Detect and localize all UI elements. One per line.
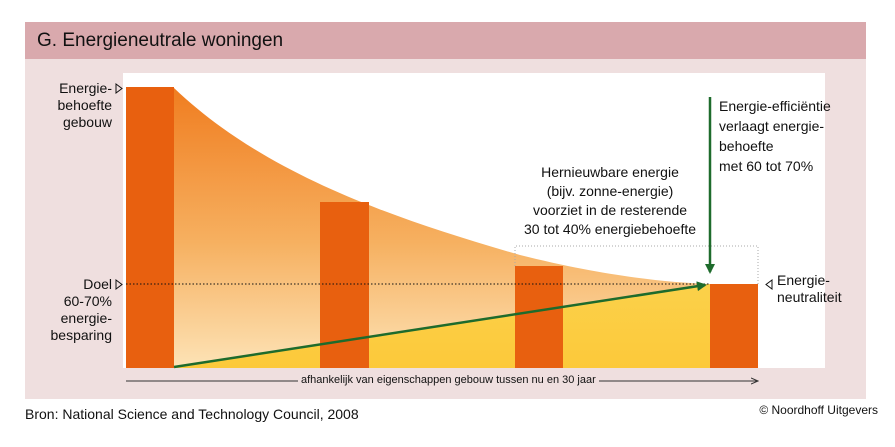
copyright-note: © Noordhoff Uitgevers — [759, 403, 878, 417]
time-axis-label: afhankelijk van eigenschappen gebouw tus… — [298, 374, 599, 386]
energy-demand-area — [174, 88, 710, 368]
neutrality-label: Energie- neutraliteit — [777, 272, 842, 305]
efficiency-label: Energie-efficiëntie verlaagt energie- be… — [719, 98, 831, 174]
bar-end — [710, 284, 758, 368]
goal-label: Doel 60-70% energie- besparing — [50, 276, 113, 343]
demand-label: Energie- behoefte gebouw — [57, 80, 113, 130]
bar-start — [126, 87, 174, 368]
renewable-label: Hernieuwbare energie (bijv. zonne-energi… — [523, 164, 697, 237]
bar-third — [515, 266, 563, 368]
diagram-title: G. Energieneutrale woningen — [37, 30, 284, 51]
renewable-arrow — [173, 281, 707, 369]
header-bar: G. Energieneutrale woningen — [25, 22, 866, 59]
demand-marker-icon — [115, 83, 123, 94]
renewable-bracket — [514, 245, 759, 284]
source-note: Bron: National Science and Technology Co… — [25, 406, 359, 422]
neutrality-marker-icon — [765, 279, 773, 290]
goal-marker-icon — [115, 279, 123, 290]
